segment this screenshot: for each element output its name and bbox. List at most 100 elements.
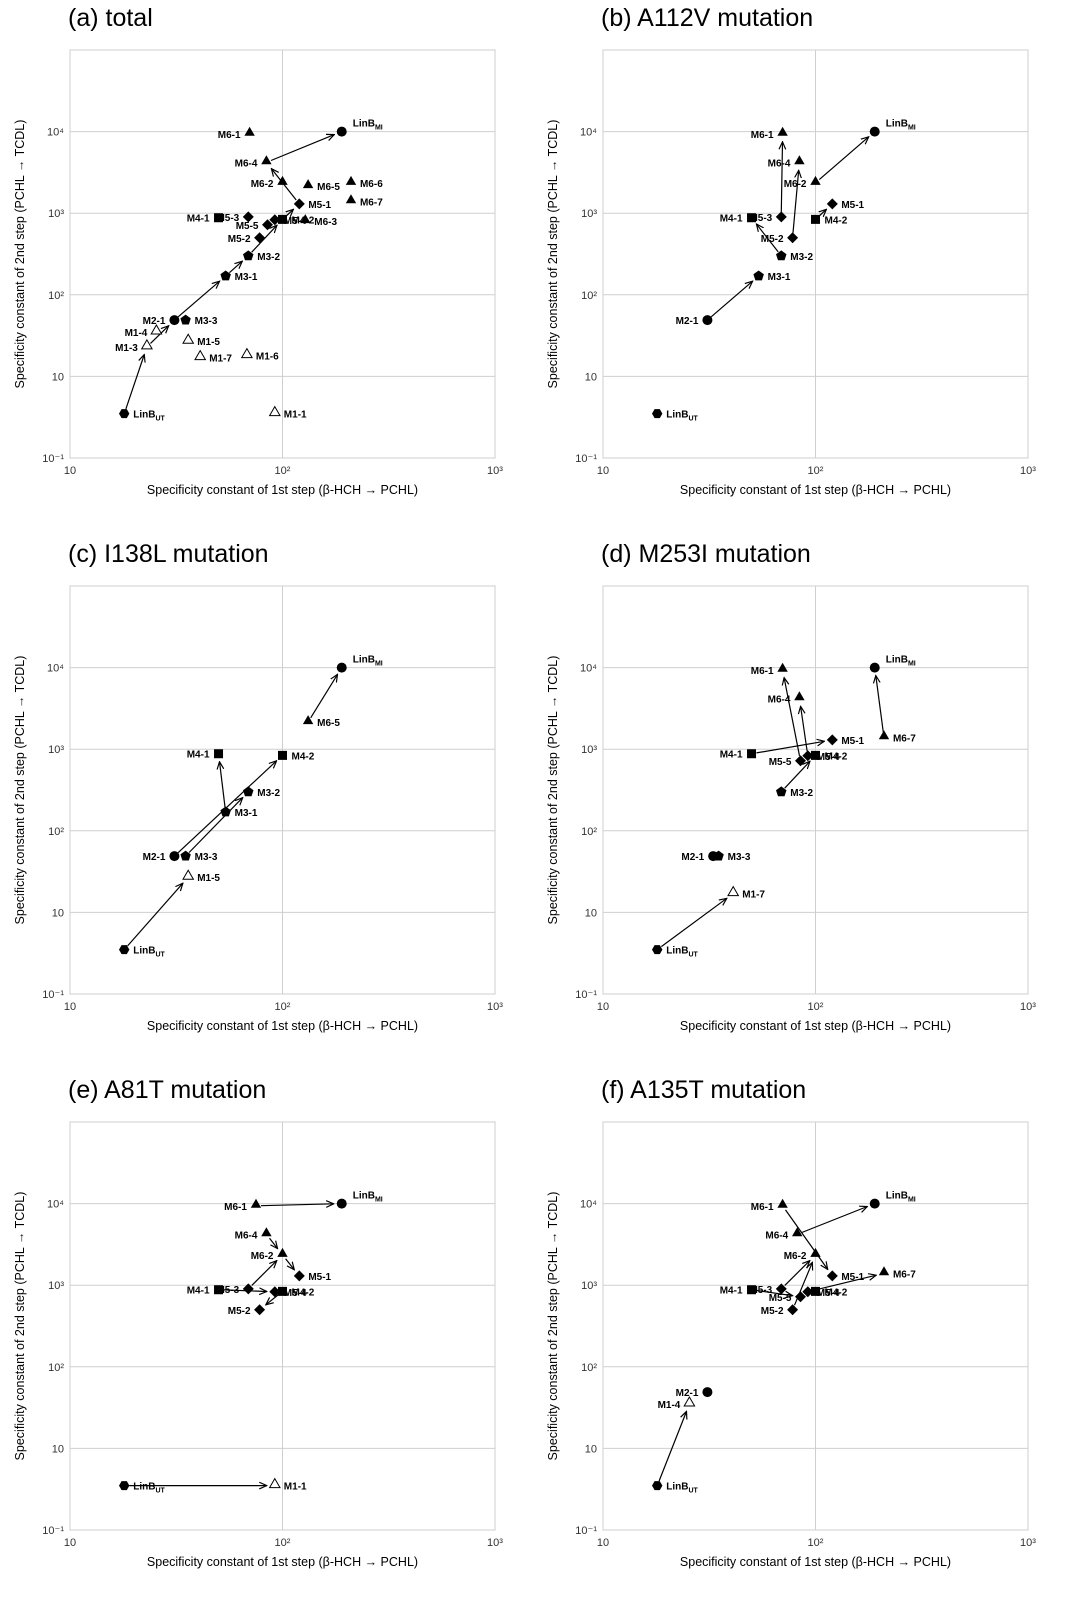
point-label: LinBUT <box>666 410 698 423</box>
y-tick-label: 10³ <box>581 1280 597 1292</box>
point-label: M4-2 <box>825 1287 848 1298</box>
point-label: M5-5 <box>236 221 259 232</box>
data-point-m3-2 <box>243 786 254 797</box>
x-axis-title: Specificity constant of 1st step (β-HCH … <box>147 1555 418 1569</box>
chart-panel-b: (b) A112V mutation 10⁻¹ 10 10² 10³ 10⁴ 10 10² 1… <box>533 0 1066 536</box>
point-label: M6-6 <box>360 179 383 190</box>
data-point-linb-mi <box>869 1198 880 1209</box>
data-point-m5-5 <box>795 1291 806 1303</box>
chart-title: (e) A81T mutation <box>68 1076 267 1104</box>
y-tick-label: 10³ <box>48 208 64 220</box>
chart-panel-a: (a) total 10⁻¹ 10 10² 10³ 10⁴ 10 10² 10³ Specifi… <box>0 0 533 536</box>
point-label: M1-5 <box>197 337 220 348</box>
point-label: M1-7 <box>742 890 765 901</box>
y-tick-label: 10² <box>581 826 597 838</box>
point-label: M4-2 <box>292 1287 315 1298</box>
data-point-m6-5 <box>302 179 314 189</box>
data-point-m5-4 <box>802 750 814 762</box>
trajectory-arrow <box>125 355 144 410</box>
point-label: M6-2 <box>251 179 274 190</box>
point-label: M1-1 <box>284 410 307 421</box>
x-tick-label: 10³ <box>487 1537 503 1549</box>
point-label: M6-4 <box>235 1230 258 1241</box>
data-point-m6-7 <box>345 194 357 204</box>
data-point-m3-1 <box>753 270 764 281</box>
data-point-m4-1 <box>747 213 757 223</box>
data-point-m3-2 <box>776 786 787 797</box>
data-point-m4-1 <box>747 749 757 759</box>
chart-title: (f) A135T mutation <box>601 1076 807 1104</box>
data-point-m2-1 <box>702 1387 713 1398</box>
trajectory-arrow <box>660 898 727 948</box>
data-point-m5-3 <box>242 1283 254 1295</box>
data-point-m3-3 <box>180 850 191 861</box>
trajectory-arrow <box>784 1261 810 1286</box>
point-label: M6-1 <box>751 666 774 677</box>
trajectory-arrow <box>266 1294 279 1305</box>
point-label: M5-4 <box>817 752 840 763</box>
data-point-m6-5 <box>302 715 314 725</box>
y-axis-title: Specificity constant of 2nd step (PCHL →… <box>546 656 560 925</box>
point-label: M5-2 <box>761 234 784 245</box>
point-label: M3-3 <box>195 852 218 863</box>
trajectory-arrow <box>710 281 752 318</box>
point-label: M6-7 <box>360 197 383 208</box>
point-label: M6-2 <box>251 1251 274 1262</box>
point-label: M4-1 <box>187 750 210 761</box>
x-tick-label: 10³ <box>1020 1001 1036 1013</box>
point-label: LinBUT <box>666 946 698 959</box>
point-label: M5-2 <box>761 1306 784 1317</box>
point-label: M5-3 <box>216 213 239 224</box>
point-label: M6-4 <box>765 1230 788 1241</box>
chart-panel-f: (f) A135T mutation 10⁻¹ 10 10² 10³ 10⁴ 10 10² 1… <box>533 1072 1066 1608</box>
x-tick-label: 10 <box>597 465 609 477</box>
x-axis-title: Specificity constant of 1st step (β-HCH … <box>147 483 418 497</box>
point-label: M1-3 <box>115 343 138 354</box>
point-label: M6-1 <box>224 1202 247 1213</box>
point-label: M6-7 <box>893 1269 916 1280</box>
y-tick-label: 10⁴ <box>47 127 64 139</box>
y-axis-title: Specificity constant of 2nd step (PCHL →… <box>13 656 27 925</box>
trajectory-arrow <box>177 281 219 318</box>
data-point-m5-3 <box>242 211 254 223</box>
point-label: M5-5 <box>769 1293 792 1304</box>
y-tick-label: 10⁴ <box>580 127 597 139</box>
point-label: M5-1 <box>308 200 331 211</box>
trajectory-arrow <box>310 674 338 719</box>
y-tick-label: 10⁻¹ <box>42 453 64 465</box>
point-label: M5-1 <box>841 736 864 747</box>
y-tick-label: 10³ <box>581 208 597 220</box>
trajectory-arrow <box>812 1275 877 1292</box>
data-point-m5-3 <box>775 1283 787 1295</box>
x-tick-label: 10² <box>808 1537 824 1549</box>
y-tick-label: 10⁻¹ <box>42 989 64 1001</box>
trajectory-arrow <box>784 678 801 757</box>
x-tick-label: 10³ <box>1020 465 1036 477</box>
trajectory-arrow <box>658 1411 686 1482</box>
data-point-m4-2 <box>811 1286 820 1296</box>
data-point-linb-ut <box>119 409 130 419</box>
point-label: M3-3 <box>728 852 751 863</box>
data-point-m1-6 <box>240 347 253 359</box>
point-label: M6-5 <box>317 718 340 729</box>
data-point-m5-1 <box>293 198 305 210</box>
point-label: M1-7 <box>209 354 232 365</box>
point-label: M2-1 <box>681 852 704 863</box>
y-tick-label: 10² <box>48 826 64 838</box>
x-tick-label: 10² <box>808 465 824 477</box>
data-point-m2-1 <box>702 315 713 326</box>
data-point-m4-1 <box>747 1285 757 1295</box>
point-label: M4-1 <box>187 1286 210 1297</box>
data-point-m6-4 <box>792 1227 803 1237</box>
point-label: M2-1 <box>676 316 699 327</box>
data-point-linb-mi <box>336 1198 347 1209</box>
data-point-m5-5 <box>262 219 273 231</box>
data-point-m6-4 <box>794 155 805 165</box>
data-point-m6-3 <box>300 214 311 224</box>
point-label: M6-5 <box>317 182 340 193</box>
data-point-m1-1 <box>268 1477 281 1489</box>
data-point-m3-3 <box>180 314 191 325</box>
data-point-m6-7 <box>878 1266 890 1276</box>
data-point-linb-ut <box>119 945 130 955</box>
trajectory-arrow <box>756 224 779 253</box>
